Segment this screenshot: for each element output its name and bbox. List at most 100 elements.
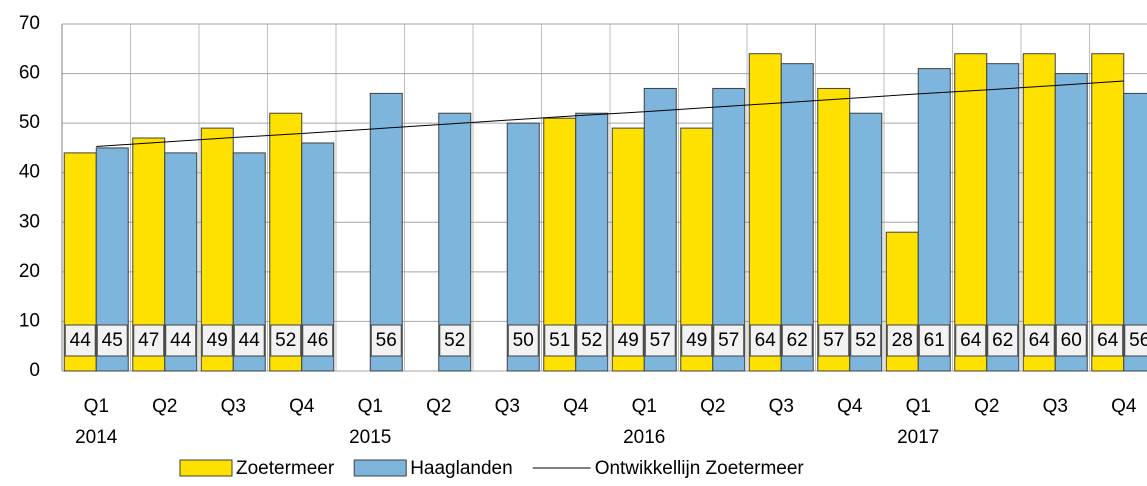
y-tick-label: 60 xyxy=(19,63,40,84)
x-tick-label: Q3 xyxy=(495,396,520,417)
data-label-box xyxy=(1124,324,1147,357)
data-label-box xyxy=(270,324,302,357)
data-label: 56 xyxy=(1129,330,1147,351)
data-label: 49 xyxy=(686,330,707,351)
data-label-box xyxy=(1055,324,1087,357)
x-tick-label: Q3 xyxy=(221,396,246,417)
y-tick-label: 30 xyxy=(19,211,40,232)
data-label-box xyxy=(165,324,197,357)
data-label-box xyxy=(439,324,471,357)
data-label-box xyxy=(133,324,165,357)
x-tick-label: Q4 xyxy=(1111,396,1137,417)
bar xyxy=(1022,53,1056,372)
x-group-label: 2016 xyxy=(623,427,665,448)
bar xyxy=(1054,73,1088,372)
x-tick-label: Q3 xyxy=(769,396,794,417)
y-tick-label: 10 xyxy=(19,310,40,331)
data-label-box xyxy=(1023,324,1055,357)
data-label-box xyxy=(1092,324,1124,357)
y-tick-label: 20 xyxy=(19,261,40,282)
data-label-box xyxy=(96,324,128,357)
legend-label: Haaglanden xyxy=(410,458,512,479)
data-label: 57 xyxy=(718,330,739,351)
y-tick-label: 50 xyxy=(19,112,40,133)
data-label: 64 xyxy=(960,330,982,351)
data-label: 64 xyxy=(1029,330,1051,351)
data-label: 51 xyxy=(549,330,570,351)
data-label: 61 xyxy=(924,330,945,351)
legend-label: Zoetermeer xyxy=(236,458,335,479)
data-label: 62 xyxy=(992,330,1013,351)
data-label-box xyxy=(749,324,781,357)
x-tick-label: Q2 xyxy=(152,396,177,417)
bar xyxy=(780,63,814,372)
data-label: 62 xyxy=(787,330,808,351)
bar xyxy=(917,68,951,372)
data-label: 49 xyxy=(207,330,228,351)
data-label-box xyxy=(918,324,950,357)
data-label: 64 xyxy=(755,330,777,351)
data-label: 57 xyxy=(650,330,671,351)
data-label-box xyxy=(612,324,644,357)
x-tick-label: Q1 xyxy=(632,396,657,417)
data-label: 47 xyxy=(138,330,159,351)
data-label: 44 xyxy=(170,330,192,351)
data-label: 44 xyxy=(239,330,261,351)
data-label: 52 xyxy=(444,330,465,351)
data-label: 56 xyxy=(376,330,397,351)
data-label: 28 xyxy=(892,330,913,351)
trend-line xyxy=(96,80,1124,147)
y-tick-label: 40 xyxy=(19,162,40,183)
legend-swatch xyxy=(353,459,407,477)
x-group-label: 2015 xyxy=(349,427,391,448)
data-label: 46 xyxy=(307,330,328,351)
data-label: 52 xyxy=(275,330,296,351)
x-tick-label: Q1 xyxy=(358,396,383,417)
y-tick-label: 70 xyxy=(19,13,40,34)
y-tick-label: 0 xyxy=(29,360,40,381)
data-label-box xyxy=(987,324,1019,357)
bar xyxy=(1123,92,1147,372)
bar xyxy=(1091,53,1125,372)
data-label: 50 xyxy=(513,330,534,351)
x-tick-label: Q1 xyxy=(84,396,109,417)
legend-swatch xyxy=(179,459,233,477)
data-label-box xyxy=(681,324,713,357)
data-label-box xyxy=(644,324,676,357)
x-tick-label: Q4 xyxy=(837,396,863,417)
data-label-box xyxy=(233,324,265,357)
data-label: 44 xyxy=(70,330,92,351)
data-label-box xyxy=(507,324,539,357)
legend-label: Ontwikkellijn Zoetermeer xyxy=(595,458,805,479)
data-label-box xyxy=(886,324,918,357)
data-label: 49 xyxy=(618,330,639,351)
data-label: 52 xyxy=(855,330,876,351)
data-label-box xyxy=(64,324,96,357)
bar xyxy=(954,53,988,372)
x-group-label: 2014 xyxy=(75,427,118,448)
data-label: 52 xyxy=(581,330,602,351)
data-label-box xyxy=(201,324,233,357)
x-tick-label: Q2 xyxy=(974,396,999,417)
data-label-box xyxy=(713,324,745,357)
x-tick-label: Q4 xyxy=(563,396,589,417)
data-label-box xyxy=(302,324,334,357)
data-label: 64 xyxy=(1097,330,1119,351)
x-tick-label: Q2 xyxy=(426,396,451,417)
bar xyxy=(712,87,746,372)
data-label: 57 xyxy=(823,330,844,351)
x-tick-label: Q3 xyxy=(1043,396,1068,417)
data-label-box xyxy=(850,324,882,357)
data-label-box xyxy=(955,324,987,357)
bar xyxy=(643,87,677,372)
x-group-label: 2017 xyxy=(897,427,939,448)
data-label-box xyxy=(576,324,608,357)
x-tick-label: Q2 xyxy=(700,396,725,417)
x-tick-label: Q1 xyxy=(906,396,931,417)
data-label-box xyxy=(370,324,402,357)
bar xyxy=(986,63,1020,372)
x-tick-label: Q4 xyxy=(289,396,315,417)
data-label: 45 xyxy=(102,330,123,351)
data-label-box xyxy=(544,324,576,357)
